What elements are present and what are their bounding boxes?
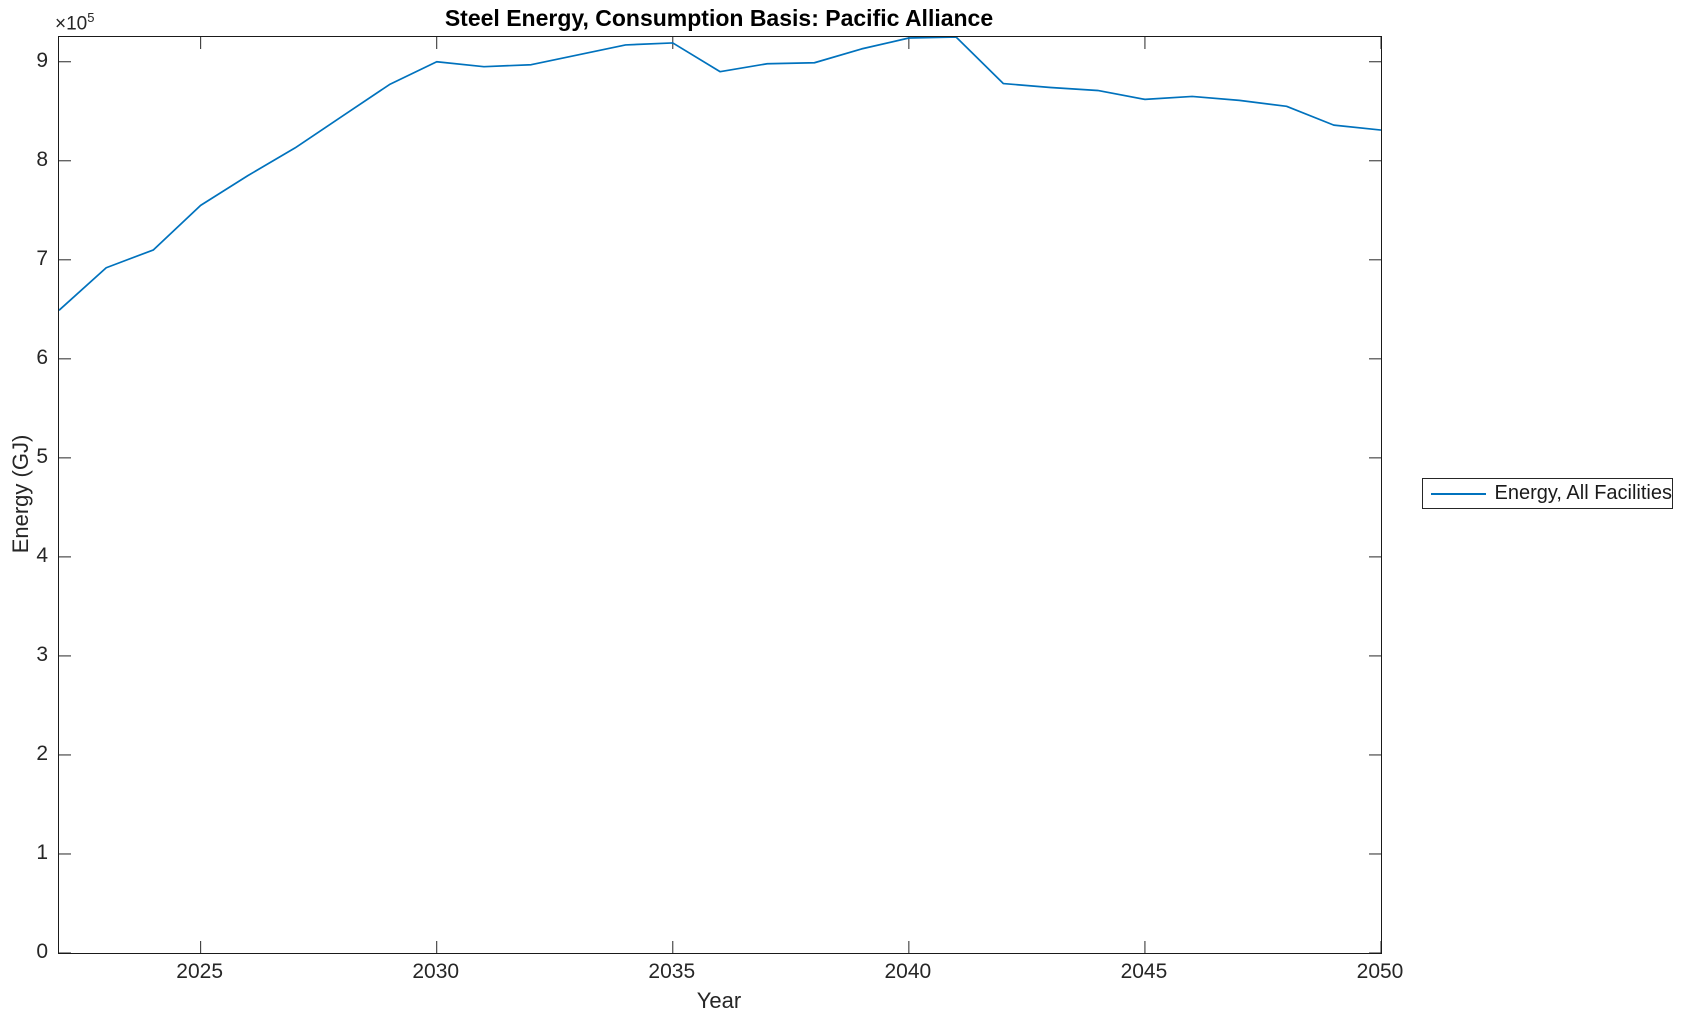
y-tick-label: 6 [36,345,48,369]
legend-line-sample [1431,492,1486,495]
y-tick-label: 1 [36,840,48,864]
x-tick-label: 2045 [1120,960,1168,983]
y-tick-label: 5 [36,444,48,468]
legend-entry-label: Energy, All Facilities [1494,482,1672,504]
plot-area [58,36,1382,954]
y-axis-multiplier-exponent: 5 [87,10,95,25]
legend: Energy, All Facilities [1422,478,1673,509]
chart-canvas [59,37,1381,953]
energy-series-line [59,37,1381,311]
y-axis-label: Energy (GJ) [8,434,33,554]
y-tick-label: 9 [36,48,48,72]
x-axis-label: Year [696,988,742,1013]
chart-title: Steel Energy, Consumption Basis: Pacific… [444,5,994,31]
y-tick-label: 2 [36,741,48,765]
x-tick-label: 2030 [412,960,460,983]
y-tick-label: 0 [36,940,48,963]
y-tick-label: 3 [36,642,48,666]
y-axis-multiplier: ×105 [55,10,94,35]
y-tick-label: 8 [36,147,48,171]
y-axis-multiplier-base: ×10 [55,13,88,35]
y-tick-label: 7 [36,246,48,270]
x-tick-label: 2035 [648,960,696,983]
x-tick-label: 2025 [176,960,223,983]
y-tick-label: 4 [36,543,48,567]
x-tick-label: 2050 [1356,960,1404,983]
x-tick-label: 2040 [884,960,932,983]
